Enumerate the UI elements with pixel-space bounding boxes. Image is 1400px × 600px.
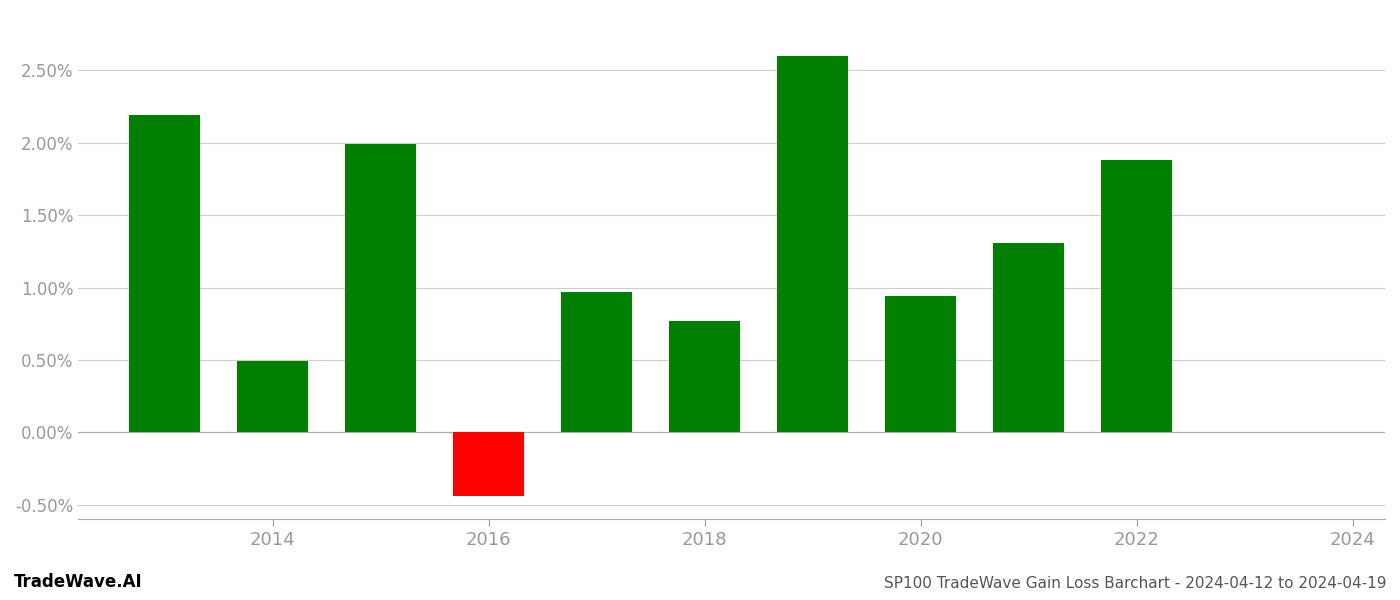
Bar [777,56,847,433]
Bar [1102,160,1172,433]
Bar [238,361,308,433]
Bar [454,433,524,496]
Bar [561,292,631,433]
Bar [885,296,956,433]
Bar [346,144,416,433]
Bar [129,115,200,433]
Bar [994,242,1064,433]
Text: SP100 TradeWave Gain Loss Barchart - 2024-04-12 to 2024-04-19: SP100 TradeWave Gain Loss Barchart - 202… [883,576,1386,591]
Bar [669,321,739,433]
Text: TradeWave.AI: TradeWave.AI [14,573,143,591]
